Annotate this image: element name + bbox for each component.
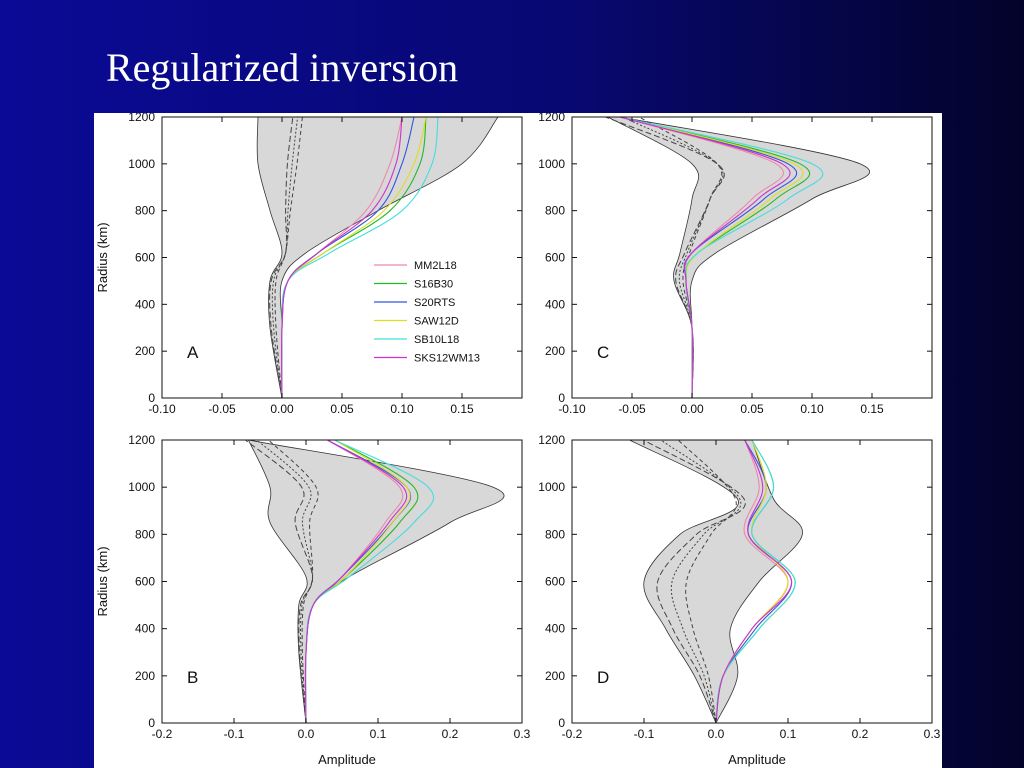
legend-label: MM2L18 — [414, 260, 457, 272]
y-axis-label: Radius (km) — [95, 222, 110, 292]
y-tick-label: 200 — [545, 344, 565, 358]
panel-letter: C — [597, 343, 609, 362]
slide-title: Regularized inversion — [106, 45, 459, 90]
reference-curve — [245, 440, 314, 723]
y-tick-label: 0 — [558, 716, 565, 730]
y-tick-label: 0 — [558, 391, 565, 405]
x-tick-label: 0.05 — [330, 402, 354, 416]
y-tick-label: 400 — [135, 297, 155, 311]
x-tick-label: -0.05 — [618, 402, 646, 416]
y-tick-label: 600 — [135, 251, 155, 265]
y-tick-label: 1200 — [538, 113, 565, 124]
uncertainty-envelope — [247, 440, 505, 723]
y-tick-label: 1200 — [128, 433, 155, 447]
plot-area — [605, 117, 870, 398]
panel-letter: B — [187, 668, 198, 687]
x-tick-label: 0.0 — [708, 727, 725, 741]
y-tick-label: 200 — [135, 669, 155, 683]
plot-panel-c: 0 200 400 600 800 1000 1200 -0.10 -0.05 0.00 0.05 0… — [538, 113, 933, 416]
y-tick-label: 1000 — [538, 480, 565, 494]
x-tick-label: 0.00 — [270, 402, 294, 416]
x-tick-label: 0.00 — [680, 402, 704, 416]
x-tick-label: 0.10 — [390, 402, 414, 416]
uncertainty-envelope — [256, 117, 499, 398]
legend-label: SAW12D — [414, 316, 459, 328]
y-tick-label: 600 — [545, 251, 565, 265]
y-tick-label: 0 — [148, 716, 155, 730]
x-axis-label: Amplitude — [318, 752, 376, 767]
legend-label: S20RTS — [414, 297, 455, 309]
plot-panel-b: 0 200 400 600 800 1000 1200 -0.2 -0.1 0.0 0.1 0.2 0.… — [95, 433, 531, 767]
legend-label: SB10L18 — [414, 334, 459, 346]
uncertainty-envelope — [629, 440, 803, 723]
x-tick-label: 0.0 — [298, 727, 315, 741]
y-tick-label: 400 — [545, 622, 565, 636]
x-tick-label: 0.2 — [442, 727, 459, 741]
reference-curve — [622, 117, 724, 398]
y-axis-label: Radius (km) — [95, 546, 110, 616]
series-line-sks12wm13 — [619, 117, 791, 398]
x-tick-label: -0.1 — [634, 727, 655, 741]
x-tick-label: 0.3 — [924, 727, 941, 741]
panel-letter: D — [597, 668, 609, 687]
plot-area — [256, 117, 499, 398]
x-tick-label: 0.10 — [800, 402, 824, 416]
reference-curve — [643, 440, 746, 723]
plot-panel-a: 0 200 400 600 800 1000 1200 -0.10 -0.05 0.00 0.05 0… — [95, 113, 523, 416]
y-tick-label: 800 — [135, 527, 155, 541]
y-tick-label: 200 — [545, 669, 565, 683]
x-tick-label: -0.10 — [558, 402, 586, 416]
x-tick-label: -0.2 — [152, 727, 173, 741]
figure-panel: 0 200 400 600 800 1000 1200 -0.10 -0.05 0.00 0.05 0… — [94, 113, 942, 768]
y-tick-label: 1200 — [128, 113, 155, 124]
x-tick-label: 0.15 — [860, 402, 884, 416]
x-tick-label: -0.1 — [224, 727, 245, 741]
reference-curve — [269, 117, 294, 398]
x-tick-label: 0.2 — [852, 727, 869, 741]
y-tick-label: 200 — [135, 344, 155, 358]
plot-area — [629, 440, 803, 723]
plot-panel-d: 0 200 400 600 800 1000 1200 -0.2 -0.1 0.0 0.1 0.2 0.… — [538, 433, 940, 767]
x-tick-label: 0.3 — [514, 727, 531, 741]
x-tick-label: 0.05 — [740, 402, 764, 416]
y-tick-label: 1000 — [128, 480, 155, 494]
y-tick-label: 1200 — [538, 433, 565, 447]
y-tick-label: 800 — [545, 527, 565, 541]
y-tick-label: 600 — [135, 575, 155, 589]
x-tick-label: -0.10 — [148, 402, 176, 416]
x-axis-label: Amplitude — [728, 752, 786, 767]
uncertainty-envelope — [607, 117, 870, 398]
panel-letter: A — [187, 343, 199, 362]
y-tick-label: 400 — [545, 297, 565, 311]
series-line-sks12wm13 — [281, 117, 403, 398]
x-tick-label: 0.1 — [370, 727, 387, 741]
y-tick-label: 400 — [135, 622, 155, 636]
y-tick-label: 800 — [135, 204, 155, 218]
x-tick-label: 0.15 — [450, 402, 474, 416]
y-tick-label: 0 — [148, 391, 155, 405]
x-tick-label: 0.1 — [780, 727, 797, 741]
series-line-sks12wm13 — [304, 440, 408, 723]
legend-label: S16B30 — [414, 279, 453, 291]
reference-curve — [605, 117, 725, 398]
legend-label: SKS12WM13 — [414, 353, 480, 365]
y-tick-label: 1000 — [538, 157, 565, 171]
x-tick-label: -0.05 — [208, 402, 236, 416]
y-tick-label: 1000 — [128, 157, 155, 171]
series-line-sks12wm13 — [715, 440, 793, 723]
y-tick-label: 600 — [545, 575, 565, 589]
y-tick-label: 800 — [545, 204, 565, 218]
reference-curve — [677, 440, 737, 723]
x-tick-label: -0.2 — [562, 727, 583, 741]
plot-area — [245, 440, 505, 723]
legend: MM2L18 S16B30 S20RTS SAW12D SB10L18 SKS12WM13 — [374, 260, 480, 365]
reference-curve — [660, 440, 742, 723]
